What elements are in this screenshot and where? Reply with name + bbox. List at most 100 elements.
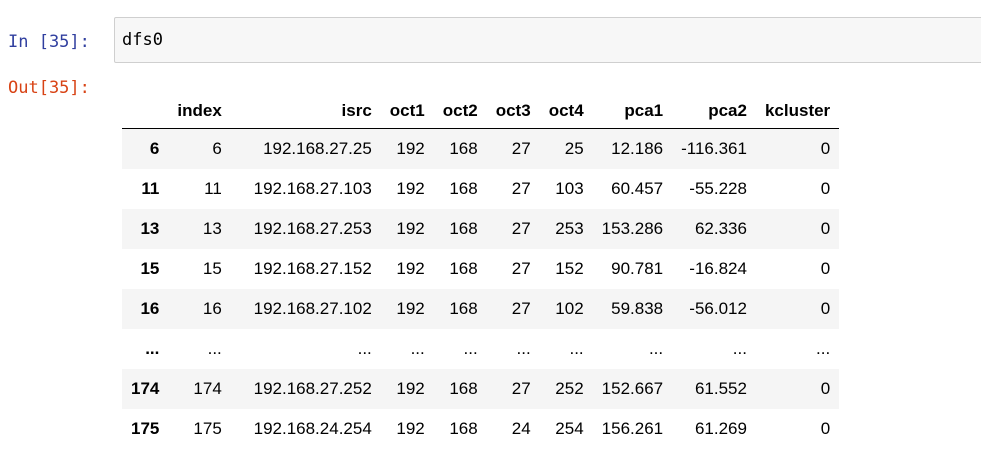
row-label: 13: [140, 219, 160, 238]
table-cell: 15: [202, 259, 222, 278]
column-header-oct4: oct4: [539, 94, 593, 129]
row-label: 11: [141, 179, 160, 198]
table-row: 13 13 192.168.27.253 192 168 27 253 153.286 62.3…: [122, 209, 840, 249]
table-cell: 192.168.27.102: [253, 299, 372, 318]
table-cell: ...: [569, 339, 584, 358]
table-cell: ...: [410, 339, 425, 358]
table-cell: 152: [555, 259, 584, 278]
row-label: 16: [140, 299, 160, 318]
table-cell: ...: [732, 339, 747, 358]
table-cell: 25: [564, 139, 584, 158]
row-label: 174: [131, 379, 160, 398]
code-input-cell[interactable]: dfs0: [114, 17, 981, 63]
table-cell: 27: [511, 259, 531, 278]
table-cell: 13: [202, 219, 222, 238]
table-cell: 60.457: [611, 179, 664, 198]
table-cell: 0: [820, 379, 831, 398]
table-cell: 253: [555, 219, 584, 238]
output-prompt: Out[35]:: [8, 78, 90, 98]
table-cell: 192.168.27.152: [253, 259, 372, 278]
table-cell: 153.286: [601, 219, 664, 238]
table-cell: 168: [449, 299, 478, 318]
table-cell: 11: [204, 179, 222, 198]
table-cell: 168: [449, 259, 478, 278]
table-cell: 0: [820, 299, 831, 318]
table-cell: -56.012: [689, 299, 747, 318]
table-cell: 192: [396, 139, 425, 158]
table-cell: ...: [648, 339, 664, 358]
table-cell: 175: [193, 419, 222, 438]
table-row: ..............................: [122, 329, 839, 369]
table-cell: ...: [207, 339, 222, 358]
column-header-isrc: isrc: [230, 94, 381, 129]
table-cell: 192.168.27.253: [253, 219, 372, 238]
table-body: 6 6 192.168.27.25 192 168 27 25 12.186 -116.361 0…: [122, 128, 840, 449]
column-header-blank: [122, 94, 169, 129]
table-row: 174 174 192.168.27.252 192 168 27 252 152.667 61…: [122, 369, 840, 409]
table-header: index isrc oct1 oct2 oct3 oct4 pca1 pca2…: [122, 94, 840, 129]
table-cell: 168: [449, 179, 478, 198]
table-row: 175 175 192.168.24.254 192 168 24 254 156.261 61…: [122, 409, 839, 449]
table-cell: 6: [212, 139, 222, 158]
column-header-oct2: oct2: [433, 94, 487, 129]
table-cell: 27: [511, 179, 531, 198]
table-cell: 62.336: [694, 219, 747, 238]
table-row: 15 15 192.168.27.152 192 168 27 152 90.781 -16.8…: [122, 249, 839, 289]
table-cell: 61.552: [694, 379, 747, 398]
table-cell: 192: [396, 259, 425, 278]
table-cell: 192: [396, 219, 425, 238]
input-prompt: In [35]:: [8, 32, 90, 52]
code-text[interactable]: dfs0: [122, 30, 163, 50]
column-header-kcluster: kcluster: [755, 94, 840, 129]
table-cell: 27: [511, 139, 531, 158]
row-label: ...: [145, 339, 160, 358]
table-cell: 174: [193, 379, 222, 398]
dataframe-table: index isrc oct1 oct2 oct3 oct4 pca1 pca2…: [122, 94, 840, 449]
table-cell: 0: [820, 179, 831, 198]
table-cell: 168: [449, 219, 478, 238]
table-cell: 0: [820, 419, 831, 438]
column-header-pca1: pca1: [592, 94, 673, 129]
table-cell: 102: [555, 299, 584, 318]
table-cell: -55.228: [689, 179, 747, 198]
table-cell: 16: [202, 299, 222, 318]
table-cell: 156.261: [601, 419, 664, 438]
table-cell: ...: [357, 339, 372, 358]
row-label: 6: [149, 139, 160, 158]
table-cell: 27: [511, 299, 531, 318]
table-cell: 59.838: [611, 299, 664, 318]
table-cell: 254: [555, 419, 584, 438]
table-cell: 0: [820, 139, 831, 158]
table-cell: 192.168.27.25: [263, 139, 372, 158]
table-cell: 168: [449, 139, 478, 158]
row-label: 175: [131, 419, 160, 438]
table-cell: 168: [449, 419, 478, 438]
table-cell: 27: [511, 219, 531, 238]
table-cell: -116.361: [681, 139, 747, 158]
table-cell: 168: [449, 379, 478, 398]
table-cell: -16.824: [689, 259, 747, 278]
table-cell: 192.168.27.252: [253, 379, 372, 398]
table-cell: 12.186: [611, 139, 664, 158]
table-row: 16 16 192.168.27.102 192 168 27 102 59.838 -56.0…: [122, 289, 840, 329]
table-row: 6 6 192.168.27.25 192 168 27 25 12.186 -116.361 0: [122, 128, 840, 169]
table-cell: 192: [396, 419, 425, 438]
table-cell: 192.168.24.254: [253, 419, 372, 438]
row-label: 15: [140, 259, 160, 278]
table-cell: 0: [820, 219, 831, 238]
table-cell: 152.667: [601, 379, 664, 398]
table-cell: 90.781: [611, 259, 664, 278]
table-cell: 252: [555, 379, 584, 398]
table-cell: ...: [463, 339, 478, 358]
table-cell: ...: [816, 339, 831, 358]
table-cell: 103: [555, 179, 584, 198]
column-header-pca2: pca2: [672, 94, 756, 129]
table-row: 11 11 192.168.27.103 192 168 27 103 60.457 -55.2…: [122, 169, 839, 209]
table-cell: 27: [511, 379, 531, 398]
table-cell: 192: [396, 299, 425, 318]
table-cell: 61.269: [694, 419, 747, 438]
table-cell: ...: [516, 339, 531, 358]
header-row: index isrc oct1 oct2 oct3 oct4 pca1 pca2…: [122, 94, 840, 129]
column-header-oct1: oct1: [380, 94, 434, 129]
table-cell: 192.168.27.103: [253, 179, 372, 198]
